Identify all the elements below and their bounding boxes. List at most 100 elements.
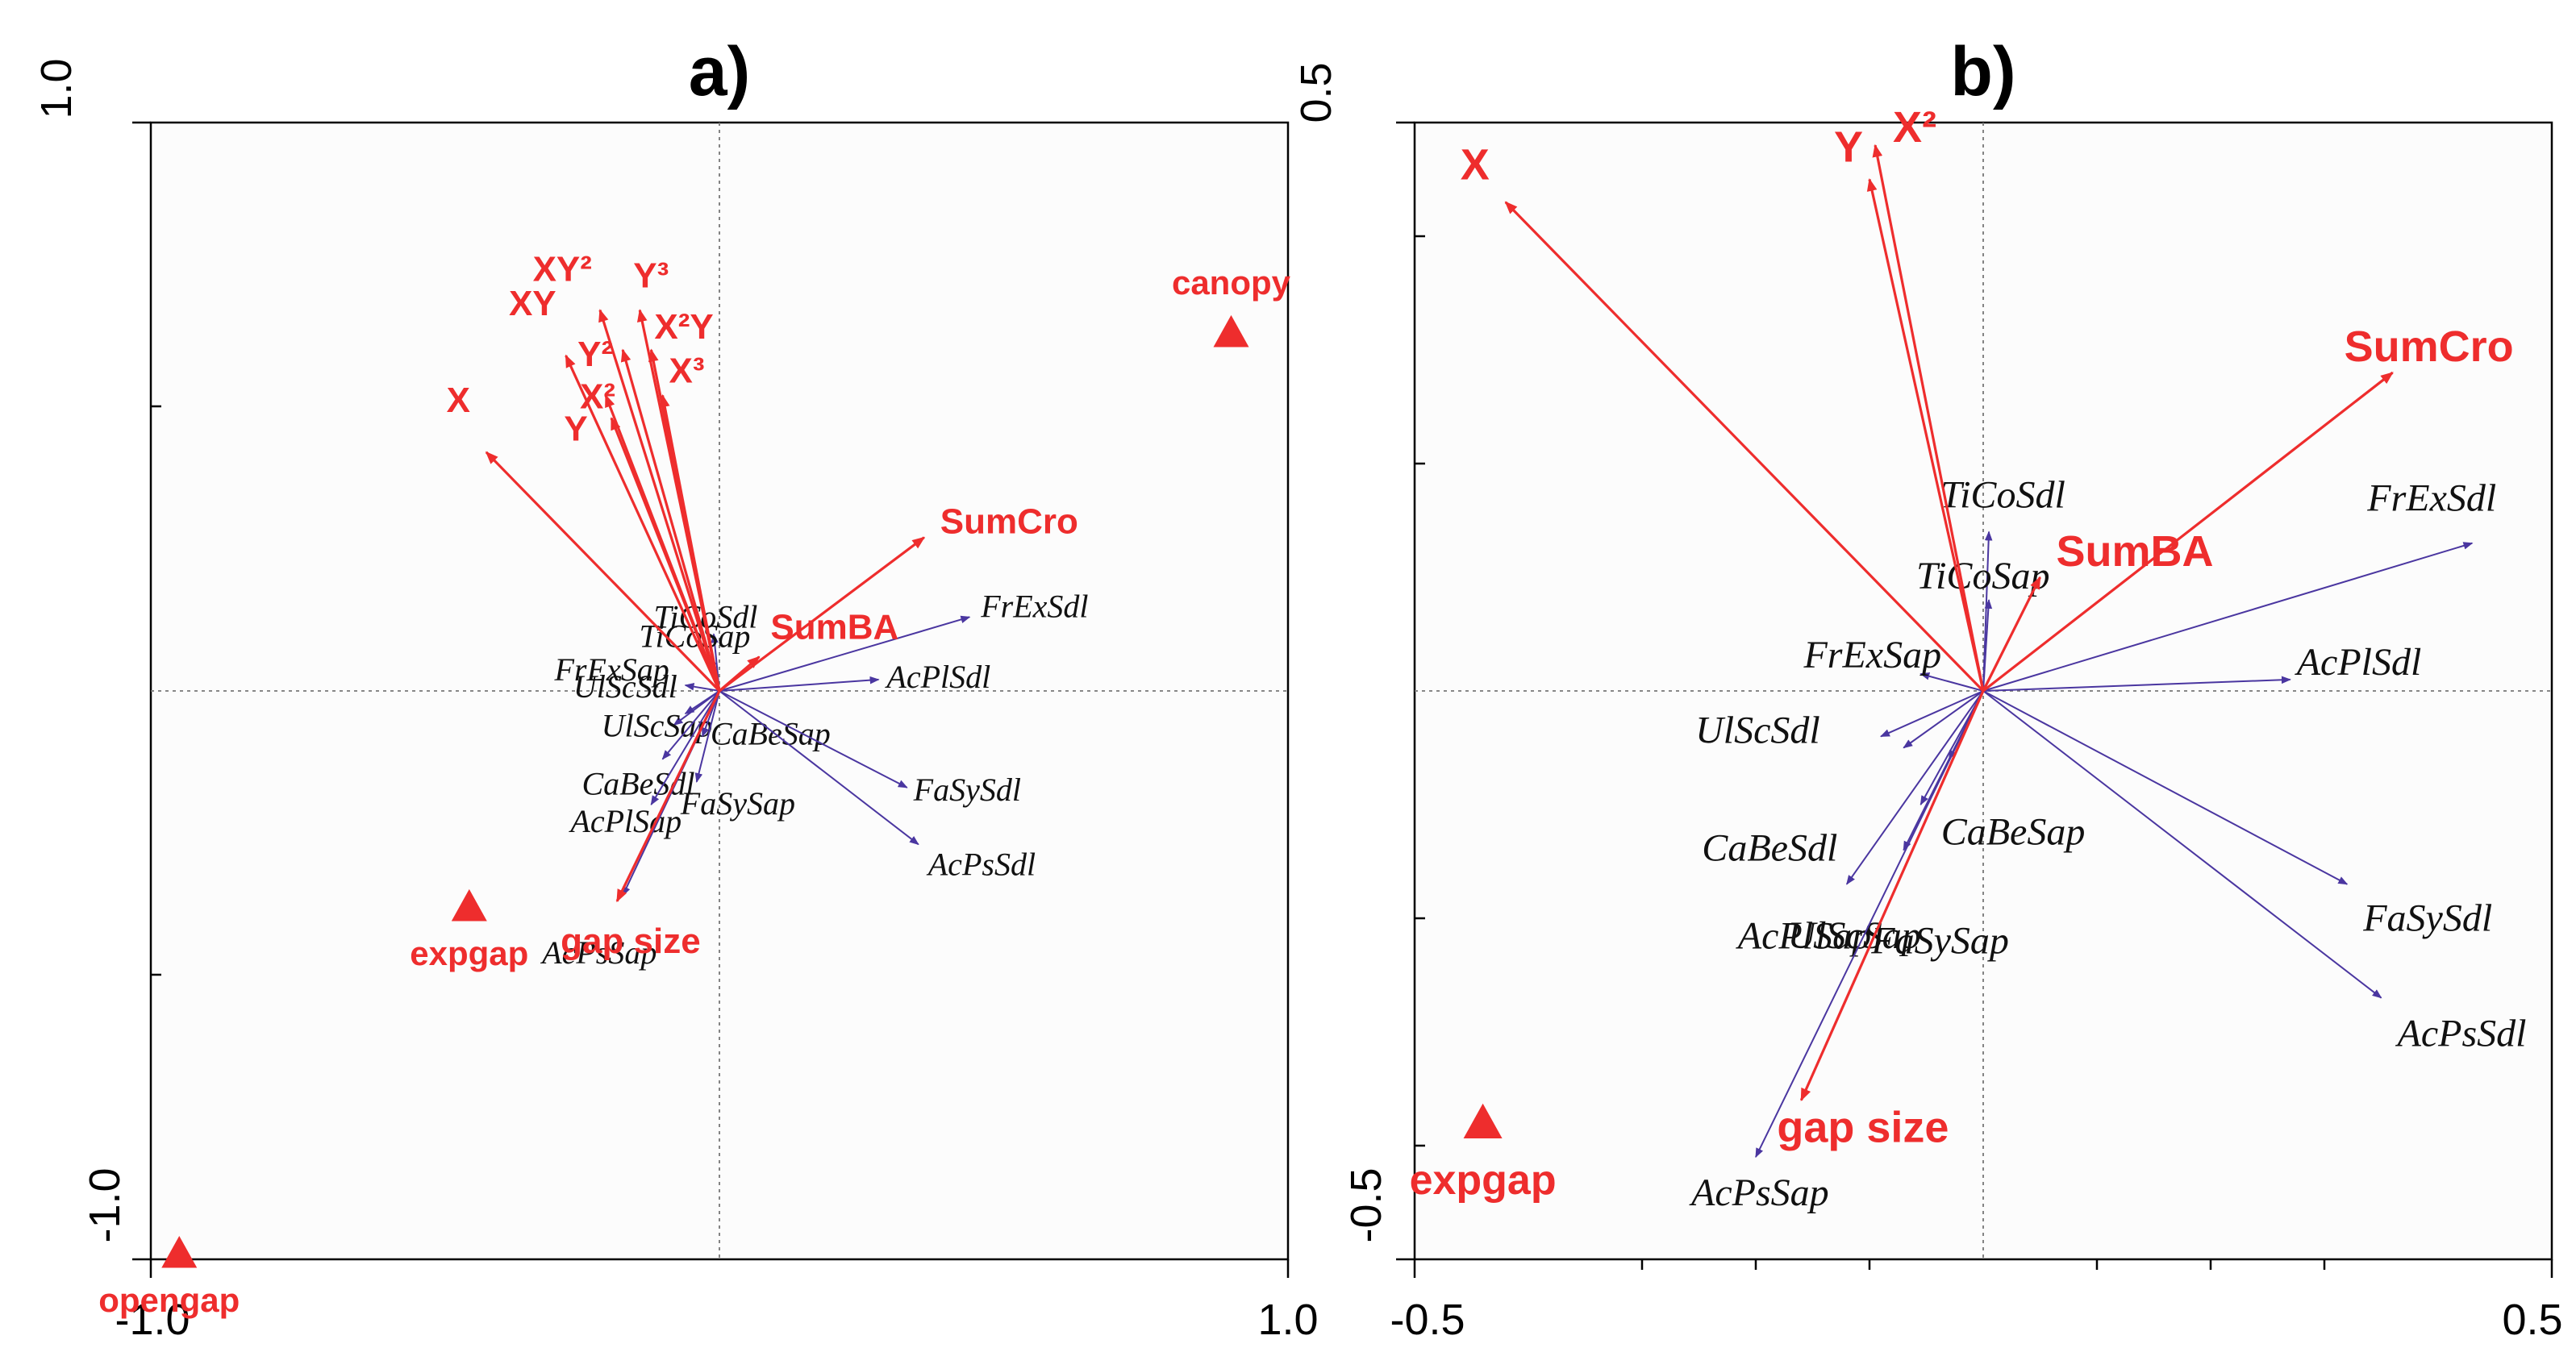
species-label-ulscsap: UlScSap [1787,914,1920,957]
env-label-y: Y [1834,123,1863,172]
species-label-cabesap: CaBeSap [711,715,831,751]
env-arrow-gap-size [615,690,721,903]
env-label-sumba: SumBA [2057,527,2214,576]
env-label-xy2: XY² [533,250,592,289]
env-arrow-y [610,417,721,692]
env-arrow-x3 [659,393,721,692]
species-label-acplsdl: AcPlSdl [884,659,990,695]
env-arrow-y2 [620,348,721,692]
species-label-ticosap: TiCoSap [1916,555,2049,597]
panel-a-y-tick-label-bottom: -1.0 [81,1167,129,1242]
species-label-frexsdl: FrExSdl [2366,477,2496,520]
env-label-x2y: X²Y [654,307,713,347]
env-label-gap-size: gap size [561,922,701,961]
species-arrow-fasysdl [1982,690,2349,885]
species-arrow-fasysap [694,690,720,783]
species-label-acplsap: AcPlSap [1736,915,1871,958]
env-arrow-x [485,451,721,693]
sample-point-opengap [161,1235,198,1268]
sample-point-expgap [1463,1103,1503,1138]
panel-b-y-tick-label-top: 0.5 [1292,62,1340,123]
species-arrow-acplsdl [719,676,880,692]
panel-a-x-tick-label-left: -1.0 [115,1296,190,1344]
env-arrow-x2 [1872,144,1985,692]
species-arrow-frexsdl [719,615,971,692]
panel-a-y-tick-label-top: 1.0 [32,58,81,119]
env-label-xy: XY [509,284,556,323]
species-label-frexsap: FrExSap [554,651,669,688]
species-label-cabesdl: CaBeSdl [1702,827,1837,870]
env-arrow-y [1866,177,1985,692]
env-arrow-sumcro [1982,371,2394,693]
sample-point-expgap [451,888,487,922]
panel-b-title: b) [1950,33,2015,110]
species-arrow-fasysdl [719,690,908,788]
env-label-y: Y [564,410,587,449]
env-label-gap-size: gap size [1777,1104,1949,1152]
panel-b-marks: TiCoSdl TiCoSap FrExSdl AcPlSdl FrExSap UlScS… [1410,103,2527,1214]
species-arrow-frexsdl [1982,542,2474,692]
panel-b-x-tick-label-left: -0.5 [1390,1296,1465,1344]
sample-label-expgap: expgap [410,934,528,972]
panel-b-y-tick-label-bottom: -0.5 [1342,1167,1390,1242]
panel-a-x-tick-label-right: 1.0 [1257,1296,1318,1344]
sample-point-canopy [1213,314,1249,347]
species-label-fasysdl: FaSySdl [2362,897,2492,940]
env-label-sumba: SumBA [770,608,898,647]
species-arrow-cabesdl [661,690,720,760]
env-arrow-xy [565,354,721,692]
species-label-acpssap: AcPsSap [1689,1171,1829,1214]
species-arrow-acpssdl [719,690,919,846]
panel-a-marks: TiCoSdlTiCoSapFrExSdlAcPlSdlFrExSapUlScS… [98,250,1290,1319]
species-arrow-acplsdl [1982,676,2291,692]
species-label-fasysdl: FaSySdl [913,772,1021,808]
species-label-frexsdl: FrExSdl [980,588,1088,624]
env-arrow-sumba [718,655,761,693]
species-label-acpssdl: AcPsSdl [926,846,1036,882]
env-arrow-sumba [1982,576,2041,692]
panel-b: b) -0.5 0.5 0.5 -0.5 TiCoSdl TiCoSap FrExS… [1292,33,2563,1344]
species-label-acpssdl: AcPsSdl [2395,1013,2527,1055]
species-label-fasysap: FaSySap [1870,919,2009,962]
species-label-cabesap: CaBeSap [1941,811,2086,854]
species-arrow-ulscsap [1919,690,1984,806]
species-label-ulscsdl: UlScSdl [1695,709,1820,751]
species-label-cabesdl: CaBeSdl [582,766,695,802]
env-arrow-x [1504,201,1985,693]
species-arrow-ulscsdl [1880,690,1984,738]
env-label-x3: X³ [669,351,705,390]
species-label-ticosdl: TiCoSdl [1940,474,2065,517]
species-arrow-ulscsap [673,690,720,726]
env-arrow-gap-size [1799,690,1985,1102]
sample-label-opengap: opengap [98,1281,240,1319]
species-label-fasysap: FaSySap [680,785,795,822]
panel-a: a) -1.0 1.0 1.0 -1.0 TiCoSdlTiCoSapFrExS… [32,33,1319,1344]
sample-label-canopy: canopy [1172,264,1291,302]
species-label-acplsdl: AcPlSdl [2295,641,2422,684]
species-arrow-acpssdl [1982,690,2382,999]
env-arrow-xy2 [598,309,721,692]
species-label-acpssap: AcPsSap [540,934,657,971]
species-arrow-acpssap [1755,690,1984,1159]
env-label-sumcro: SumCro [940,502,1078,542]
species-label-ulscsap: UlScSap [602,707,713,743]
species-label-frexsap: FrExSap [1803,634,1941,676]
env-label-sumcro: SumCro [2345,322,2514,371]
species-arrow-cabesdl [1903,690,1984,749]
sample-label-expgap: expgap [1410,1157,1557,1204]
species-arrow-frexsap [684,682,720,692]
species-arrow-acplsap [1845,690,1984,885]
env-label-x: X [447,381,470,420]
species-arrow-frexsap [1919,672,1984,692]
species-arrow-ticosap [1982,599,1993,692]
species-arrow-acplsap [650,690,720,806]
panel-a-title: a) [689,33,750,110]
species-label-ulscsdl: UlScSdl [573,668,677,705]
env-label-x: X [1461,141,1490,189]
env-label-y2: Y² [577,335,613,374]
env-label-x2: X² [580,377,615,416]
env-label-y3: Y³ [633,256,669,296]
env-label-x2: X² [1893,103,1936,152]
panel-b-x-tick-label-right: 0.5 [2502,1296,2562,1344]
